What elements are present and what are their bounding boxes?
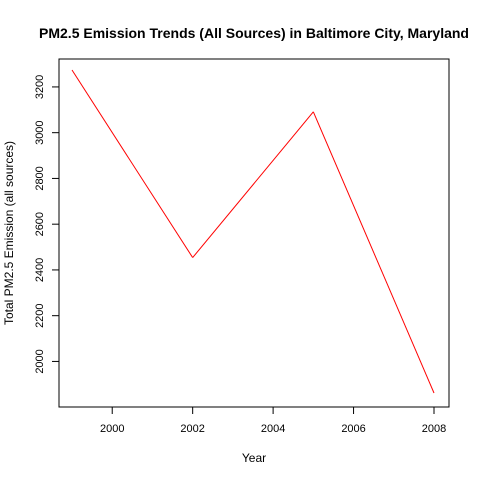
y-tick-label: 2200 xyxy=(34,303,46,327)
y-axis-label: Total PM2.5 Emission (all sources) xyxy=(2,141,16,325)
y-tick-label: 2000 xyxy=(34,349,46,373)
y-tick-label: 3200 xyxy=(34,75,46,99)
y-axis: 2000 2200 2400 2600 2800 3000 3200 xyxy=(34,75,60,374)
y-tick-label: 3000 xyxy=(34,120,46,144)
x-axis-label: Year xyxy=(242,451,266,465)
x-tick-label: 2002 xyxy=(180,423,204,435)
y-tick-label: 2800 xyxy=(34,166,46,190)
x-axis: 2000 2002 2004 2006 2008 xyxy=(100,406,446,435)
x-tick-label: 2008 xyxy=(422,423,446,435)
y-tick-label: 2400 xyxy=(34,258,46,282)
y-tick-label: 2600 xyxy=(34,212,46,236)
x-tick-label: 2006 xyxy=(341,423,365,435)
series-line-segment xyxy=(312,111,435,394)
chart-title: PM2.5 Emission Trends (All Sources) in B… xyxy=(39,25,469,41)
series-line-segment xyxy=(71,69,194,258)
series-layer xyxy=(71,69,435,394)
x-tick-label: 2004 xyxy=(261,423,285,435)
x-tick-label: 2000 xyxy=(100,423,124,435)
series-line-segment xyxy=(192,111,314,258)
